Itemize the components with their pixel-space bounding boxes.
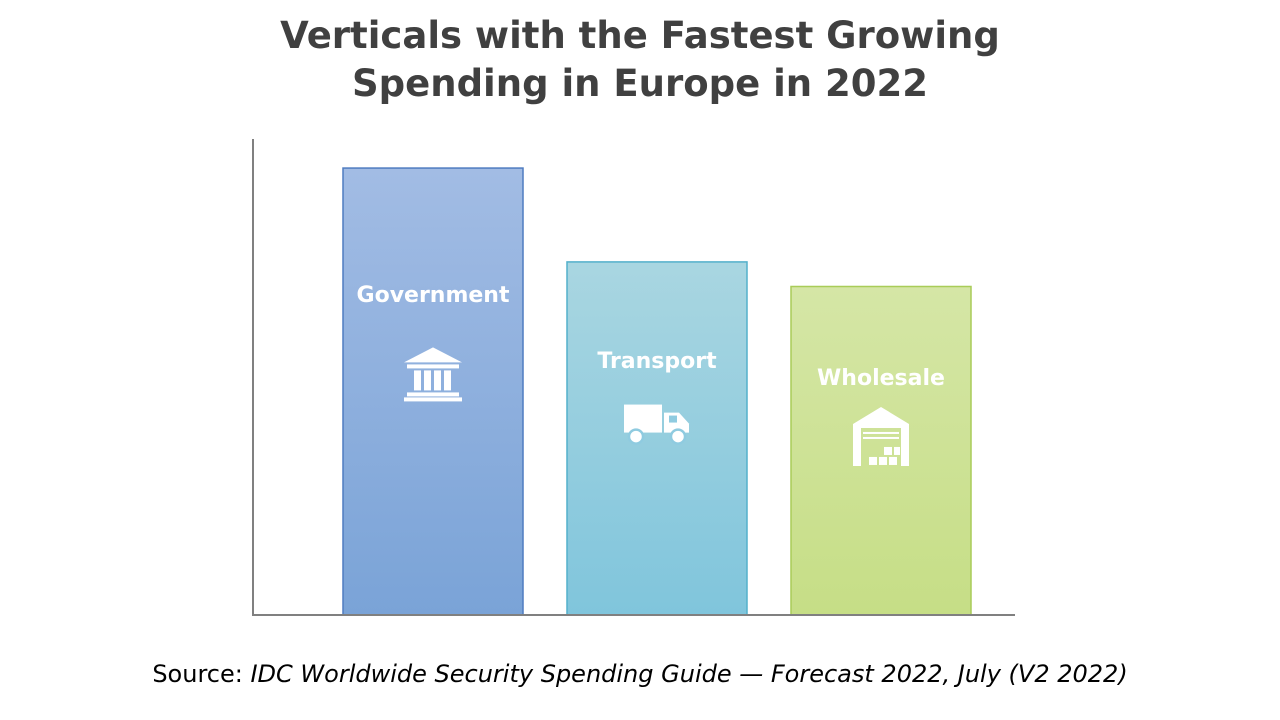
source-note: Source: IDC Worldwide Security Spending … — [0, 660, 1280, 688]
source-reference: IDC Worldwide Security Spending Guide — … — [250, 660, 1128, 688]
bar-label-wholesale: Wholesale — [817, 366, 945, 391]
government-building-icon — [404, 347, 462, 402]
bar-transport — [566, 261, 748, 616]
truck-icon — [624, 404, 689, 445]
warehouse-icon — [853, 406, 909, 466]
source-prefix: Source: — [152, 660, 251, 688]
chart-title-line-1: Verticals with the Fastest Growing — [280, 14, 1000, 57]
bar-wholesale — [790, 285, 972, 616]
bar-label-transport: Transport — [597, 349, 717, 374]
chart-title-line-2: Spending in Europe in 2022 — [352, 62, 928, 105]
bar-label-government: Government — [357, 283, 510, 308]
bar-government — [342, 167, 524, 616]
chart-title: Verticals with the Fastest Growing Spend… — [0, 12, 1280, 108]
